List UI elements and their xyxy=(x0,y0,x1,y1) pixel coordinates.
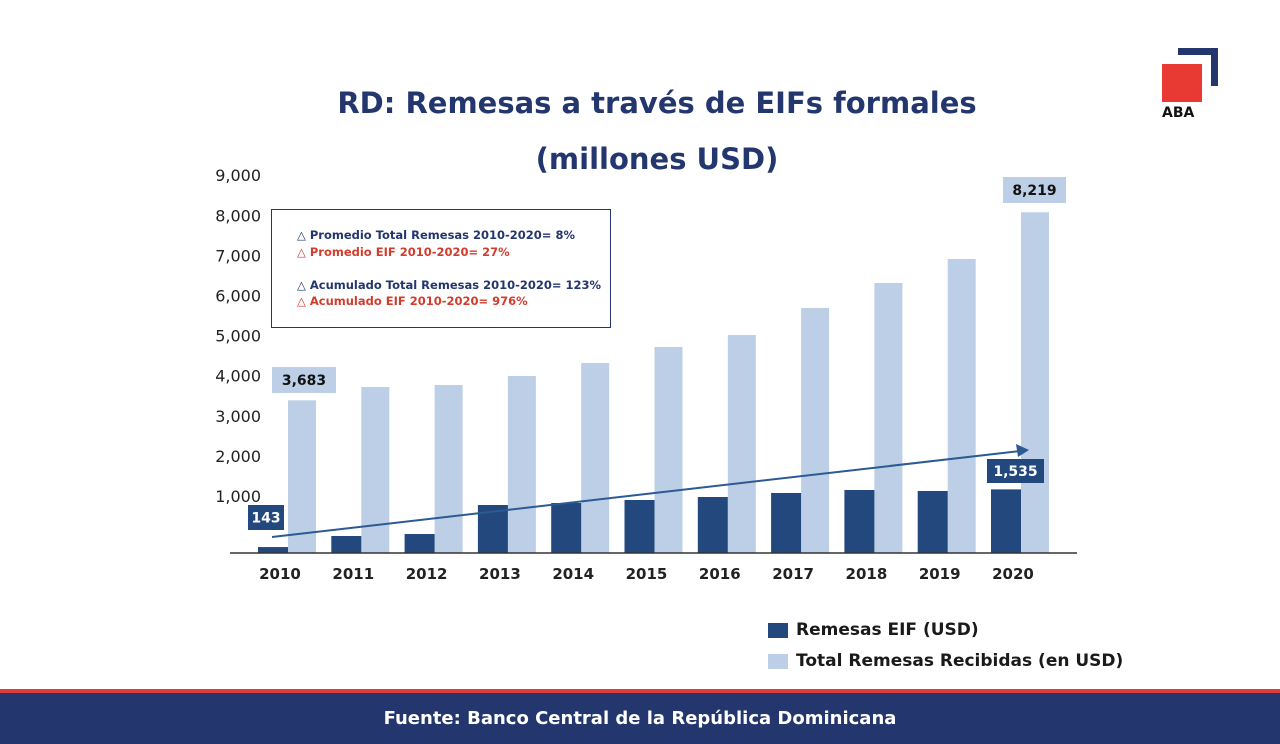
chart-title: RD: Remesas a través de EIFs formales xyxy=(337,86,977,120)
trend-arrow-head xyxy=(1016,444,1029,457)
y-tick-label: 3,000 xyxy=(215,407,261,426)
y-tick-label: 2,000 xyxy=(215,447,261,466)
bar-eif-2019 xyxy=(917,490,948,553)
data-label: 8,219 xyxy=(1012,183,1056,199)
bar-total-2019 xyxy=(947,258,976,553)
data-label: 3,683 xyxy=(282,373,326,389)
data-label: 1,535 xyxy=(993,464,1037,480)
source-footer: Fuente: Banco Central de la República Do… xyxy=(0,693,1280,744)
x-tick-label: 2019 xyxy=(919,565,961,583)
legend-swatch xyxy=(768,653,788,669)
legend-swatch xyxy=(768,622,788,638)
y-tick-label: 9,000 xyxy=(215,166,261,185)
y-tick-label: 5,000 xyxy=(215,327,261,346)
bar-eif-2011 xyxy=(331,536,362,553)
bar-eif-2017 xyxy=(771,492,802,553)
bar-eif-2018 xyxy=(844,489,875,553)
data-label: 143 xyxy=(251,511,280,527)
annotation-line: △ Promedio Total Remesas 2010-2020= 8% xyxy=(297,228,575,242)
bar-total-2010 xyxy=(288,400,316,553)
bar-total-2013 xyxy=(507,376,536,553)
x-tick-label: 2013 xyxy=(479,565,521,583)
aba-logo: ABA xyxy=(1158,48,1220,124)
bar-total-2017 xyxy=(801,307,830,553)
annotation-box: △ Promedio Total Remesas 2010-2020= 8% △… xyxy=(271,209,611,328)
x-tick-label: 2014 xyxy=(552,565,594,583)
legend-item-eif: Remesas EIF (USD) xyxy=(768,620,979,640)
y-tick-label: 8,000 xyxy=(215,206,261,225)
x-tick-label: 2016 xyxy=(699,565,741,583)
data-label-box xyxy=(1003,177,1066,203)
annotation-line: △ Promedio EIF 2010-2020= 27% xyxy=(297,245,510,259)
x-tick-label: 2012 xyxy=(406,565,448,583)
bar-total-2018 xyxy=(874,282,903,553)
y-tick-label: 6,000 xyxy=(215,287,261,306)
bar-eif-2014 xyxy=(551,503,582,553)
bar-eif-2020 xyxy=(991,489,1021,553)
x-tick-label: 2011 xyxy=(332,565,374,583)
bar-total-2015 xyxy=(654,346,683,553)
annotation-line: △ Acumulado Total Remesas 2010-2020= 123… xyxy=(297,278,602,292)
bar-eif-2015 xyxy=(624,499,655,553)
x-tick-label: 2017 xyxy=(772,565,814,583)
legend-label: Total Remesas Recibidas (en USD) xyxy=(796,651,1124,671)
bar-total-2020 xyxy=(1021,212,1049,553)
legend-label: Remesas EIF (USD) xyxy=(796,620,979,640)
x-tick-label: 2018 xyxy=(846,565,888,583)
bar-total-2016 xyxy=(727,334,756,553)
bar-chart: 1,000 2,000 3,000 4,000 5,000 6,000 7,000 8,000… xyxy=(215,166,1077,583)
annotation-line: △ Acumulado EIF 2010-2020= 976% xyxy=(297,294,528,308)
y-tick-label: 4,000 xyxy=(215,367,261,386)
trend-arrow xyxy=(271,450,1021,538)
bar-total-2014 xyxy=(581,362,610,553)
x-tick-label: 2015 xyxy=(626,565,668,583)
chart-subtitle: (millones USD) xyxy=(535,142,779,176)
divider xyxy=(0,689,1280,693)
bar-eif-2012 xyxy=(404,534,435,553)
bar-total-2011 xyxy=(361,386,390,553)
data-label-box xyxy=(248,505,284,530)
x-tick-label: 2020 xyxy=(992,565,1034,583)
bar-total-2012 xyxy=(434,385,463,553)
y-tick-label: 1,000 xyxy=(215,487,261,506)
data-label-box xyxy=(272,367,336,393)
y-tick-label: 7,000 xyxy=(215,246,261,265)
data-label-box xyxy=(987,459,1044,483)
x-tick-label: 2010 xyxy=(259,565,301,583)
bar-eif-2016 xyxy=(697,497,728,553)
bar-eif-2010 xyxy=(258,547,288,553)
legend-item-total: Total Remesas Recibidas (en USD) xyxy=(768,651,1123,671)
